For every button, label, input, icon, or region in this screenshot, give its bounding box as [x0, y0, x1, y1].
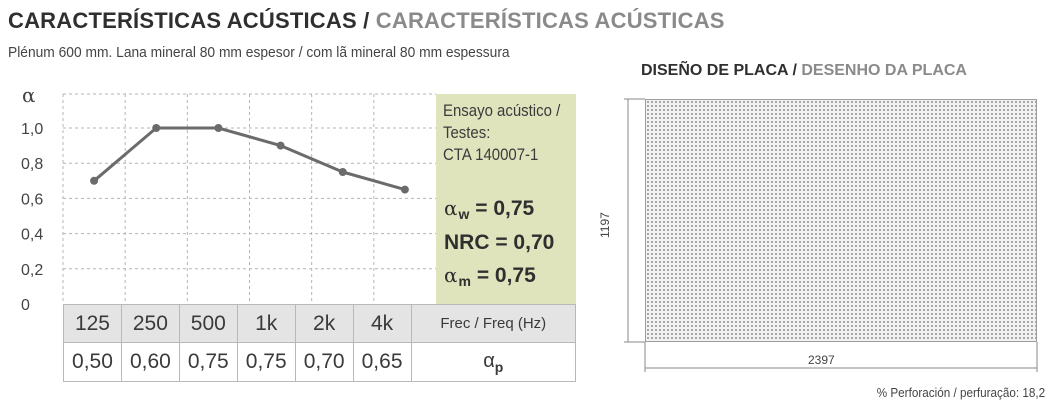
freq-cell: 250	[120, 304, 180, 343]
test-heading-line1: Ensayo acústico /	[443, 101, 561, 120]
freq-cell: 4k	[352, 304, 412, 343]
alpha-w-sub: w	[458, 206, 470, 222]
alpha-p-row: 0,50 0,60 0,75 0,75 0,70 0,65 αp	[63, 342, 577, 382]
alpha-p-cell: 0,75	[178, 342, 238, 382]
data-point	[152, 124, 161, 132]
alpha-p-cell: 0,70	[294, 342, 354, 382]
data-point	[90, 176, 99, 185]
alpha-p-cell: 0,50	[63, 342, 122, 382]
frequency-table: 125 250 500 1k 2k 4k Frec / Freq (Hz) 0,…	[63, 304, 577, 382]
data-point	[214, 124, 223, 132]
data-point	[276, 141, 285, 150]
alpha-p-cell: 0,75	[236, 342, 296, 382]
nrc-metric: NRC = 0,70	[444, 231, 555, 254]
y-tick-label: 1,0	[21, 121, 43, 138]
test-heading-line2: Testes:	[443, 123, 491, 142]
alpha-p-cell: 0,60	[120, 342, 180, 382]
plate-title-separator: /	[792, 62, 797, 79]
page-title: CARACTERÍSTICAS ACÚSTICAS / CARACTERÍSTI…	[8, 8, 725, 34]
series-line	[93, 126, 406, 192]
alpha-m-metric: αm = 0,75	[444, 263, 536, 289]
title-es: CARACTERÍSTICAS ACÚSTICAS	[8, 8, 357, 33]
page-subtitle: Plénum 600 mm. Lana mineral 80 mm espeso…	[8, 44, 510, 61]
test-heading: Ensayo acústico / Testes: CTA 140007-1	[443, 100, 575, 166]
test-heading-line3: CTA 140007-1	[443, 145, 539, 164]
y-tick-label: 0	[21, 297, 30, 314]
alpha-p-sub: p	[494, 358, 504, 375]
y-tick-label: 0,8	[21, 156, 43, 173]
data-point	[338, 168, 347, 176]
freq-cell: 2k	[294, 304, 354, 343]
alpha-p-label-cell: αp	[410, 342, 577, 382]
plate-height-label: 1197	[598, 212, 612, 238]
perforation-label: % Perforación / perfuração: 18,2	[876, 385, 1045, 400]
alpha-w-metric: αw = 0,75	[444, 196, 534, 222]
freq-cell: 125	[63, 304, 122, 343]
alpha-m-symbol: α	[444, 263, 458, 287]
alpha-p-symbol: α	[483, 349, 495, 372]
alpha-w-symbol: α	[444, 196, 458, 220]
alpha-m-sub: m	[458, 273, 471, 289]
plate-title: DISEÑO DE PLACA / DESENHO DA PLACA	[641, 62, 967, 80]
perforated-plate	[645, 99, 1037, 342]
title-separator: /	[363, 8, 370, 33]
alpha-p-cell: 0,65	[352, 342, 412, 382]
data-point	[400, 185, 409, 194]
y-tick-label: 0,2	[21, 262, 43, 279]
frequency-row: 125 250 500 1k 2k 4k Frec / Freq (Hz)	[63, 304, 577, 343]
plate-title-pt: DESENHO DA PLACA	[801, 62, 967, 79]
freq-cell: 500	[178, 304, 238, 343]
freq-label-cell: Frec / Freq (Hz)	[410, 304, 577, 343]
title-pt: CARACTERÍSTICAS ACÚSTICAS	[375, 8, 725, 33]
plate-title-es: DISEÑO DE PLACA	[641, 62, 788, 79]
y-tick-label: 0,6	[21, 191, 43, 208]
plate-width-label: 2397	[808, 353, 835, 367]
alpha-w-value: = 0,75	[475, 197, 535, 220]
y-tick-label: 0,4	[21, 227, 43, 244]
alpha-m-value: = 0,75	[476, 264, 536, 287]
y-axis-label: α	[22, 83, 36, 107]
test-info-box	[436, 94, 576, 304]
freq-cell: 1k	[236, 304, 296, 343]
